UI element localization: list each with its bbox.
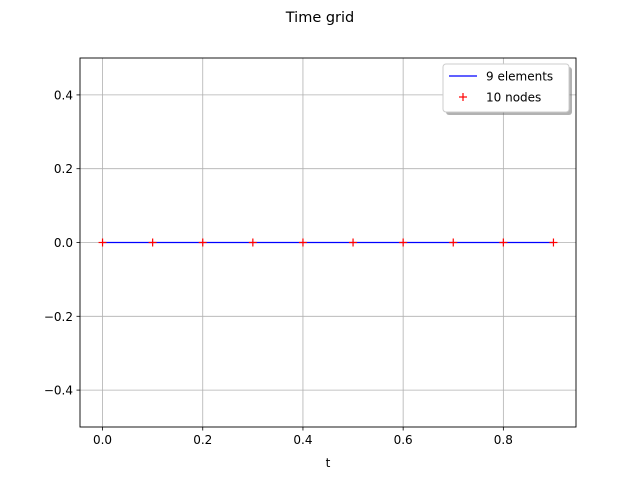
y-tick-label: −0.2 (44, 310, 73, 324)
node-marker (549, 238, 558, 247)
x-tick-label: 0.8 (494, 433, 513, 447)
node-marker (349, 238, 358, 247)
axis-ticks: 0.0 0.2 0.4 0.6 0.8 −0.4 −0.2 0.0 0.2 0.4 (44, 88, 513, 447)
node-marker (198, 238, 207, 247)
legend-label-elements: 9 elements (486, 70, 553, 84)
x-tick-label: 0.2 (193, 433, 212, 447)
y-tick-label: −0.4 (44, 384, 73, 398)
x-tick-label: 0.4 (293, 433, 312, 447)
legend-plus-marker (459, 93, 467, 101)
node-marker (248, 238, 257, 247)
node-marker (98, 238, 107, 247)
node-marker (449, 238, 458, 247)
y-tick-label: 0.4 (54, 88, 73, 102)
legend-label-nodes: 10 nodes (486, 91, 541, 105)
plot-series (98, 238, 558, 247)
x-axis-label: t (326, 456, 331, 470)
node-marker (148, 238, 157, 247)
node-marker (298, 238, 307, 247)
node-marker (399, 238, 408, 247)
x-tick-label: 0.6 (394, 433, 413, 447)
y-tick-label: 0.2 (54, 162, 73, 176)
legend: 9 elements 10 nodes (442, 63, 572, 115)
y-tick-label: 0.0 (54, 236, 73, 250)
x-tick-label: 0.0 (93, 433, 112, 447)
node-marker (499, 238, 508, 247)
chart-title: Time grid (285, 10, 355, 26)
